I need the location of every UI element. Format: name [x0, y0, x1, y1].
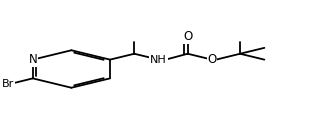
Text: NH: NH: [150, 55, 167, 65]
Text: O: O: [183, 30, 192, 43]
Text: Br: Br: [2, 79, 14, 89]
Text: N: N: [28, 53, 37, 66]
Text: O: O: [207, 53, 216, 66]
